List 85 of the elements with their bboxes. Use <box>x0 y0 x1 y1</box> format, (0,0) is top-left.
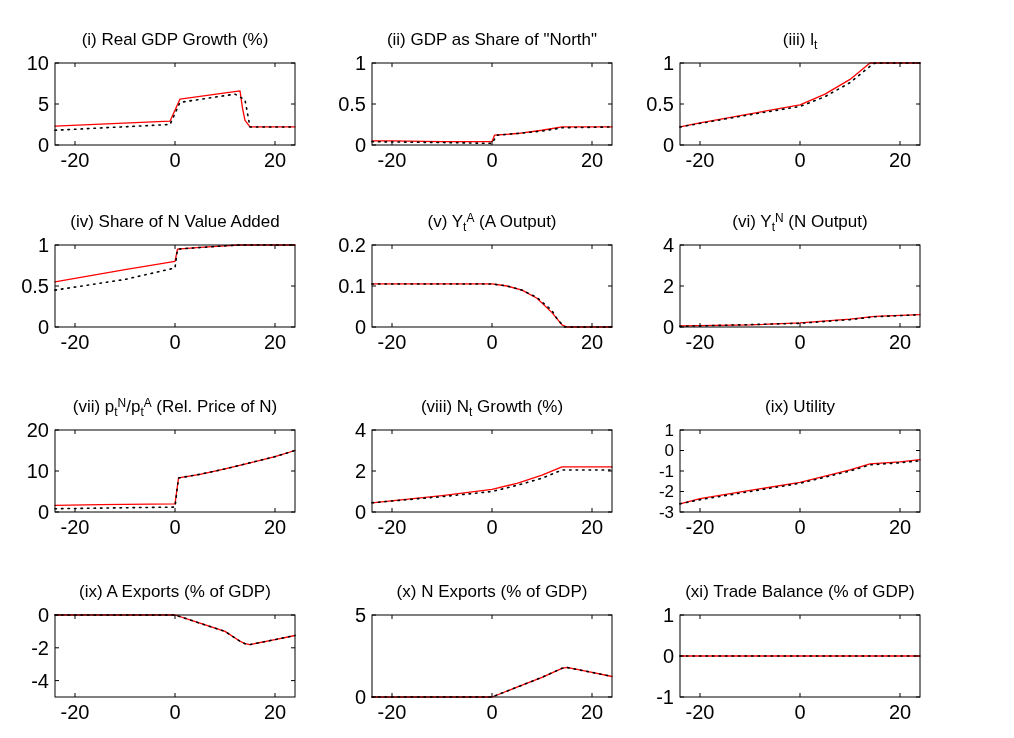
y-tick-label: 1 <box>662 604 674 626</box>
x-tick-label: -20 <box>377 331 407 353</box>
chart-title: (x) N Exports (% of GDP) <box>396 582 588 601</box>
chart-title: (ix) A Exports (% of GDP) <box>79 582 271 601</box>
y-tick-label: 1 <box>662 52 674 74</box>
chart-title: (ix) Utility <box>765 397 836 416</box>
y-tick-label: 0 <box>662 134 674 156</box>
x-tick-label: 0 <box>169 701 181 723</box>
x-tick-label: -20 <box>685 516 715 538</box>
x-tick-label: 0 <box>169 149 181 171</box>
x-tick-label: -20 <box>685 331 715 353</box>
x-tick-label: 0 <box>794 701 806 723</box>
y-tick-label: 0 <box>662 645 674 667</box>
y-tick-label: -2 <box>31 636 49 659</box>
x-tick-label: 20 <box>888 331 912 353</box>
y-tick-label: 4 <box>354 419 366 441</box>
x-tick-label: -20 <box>60 701 90 723</box>
chart-title: (i) Real GDP Growth (%) <box>81 30 269 49</box>
x-tick-label: 20 <box>263 149 287 171</box>
x-tick-label: 0 <box>169 331 181 353</box>
y-tick-label: 0 <box>354 501 366 523</box>
y-tick-label: 5 <box>354 604 366 626</box>
y-tick-label: -3 <box>658 502 674 522</box>
x-tick-label: 20 <box>580 701 604 723</box>
x-tick-label: -20 <box>377 701 407 723</box>
x-tick-label: 0 <box>169 516 181 538</box>
x-tick-label: 0 <box>794 516 806 538</box>
chart-title: (iv) Share of N Value Added <box>70 212 280 231</box>
x-tick-label: -20 <box>60 331 90 353</box>
x-tick-label: 0 <box>486 149 498 171</box>
y-tick-label: 0.5 <box>338 93 366 115</box>
chart-title: (iii) l$_{t}$ <box>782 30 818 53</box>
x-tick-label: 0 <box>486 331 498 353</box>
chart-title: (vi) Y$_{t}$$^{N}$ (N Output) <box>732 210 868 235</box>
x-tick-label: -20 <box>377 149 407 171</box>
x-tick-label: 20 <box>888 516 912 538</box>
y-tick-label: 10 <box>26 460 49 482</box>
y-tick-label: 0 <box>662 316 674 338</box>
y-tick-label: 5 <box>37 93 49 115</box>
y-tick-label: 0.5 <box>646 93 674 115</box>
x-tick-label: 0 <box>486 516 498 538</box>
y-tick-label: 0 <box>37 134 49 156</box>
chart-title: (vii) p$_{t}$$^{N}$/p$_{t}$$^{A}$ (Rel. Price of N) <box>72 395 278 420</box>
y-tick-label: 1 <box>37 234 49 256</box>
x-tick-label: 20 <box>263 331 287 353</box>
y-tick-label: 0.1 <box>338 275 366 297</box>
y-tick-label: -4 <box>31 669 49 692</box>
x-tick-label: 20 <box>580 516 604 538</box>
y-tick-label: 0 <box>354 316 366 338</box>
y-tick-label: 1 <box>354 52 366 74</box>
x-tick-label: 20 <box>263 516 287 538</box>
x-tick-label: 20 <box>888 149 912 171</box>
y-tick-label: 4 <box>662 234 674 256</box>
x-tick-label: -20 <box>60 149 90 171</box>
y-tick-label: 0 <box>354 686 366 708</box>
y-tick-label: 0 <box>354 134 366 156</box>
y-tick-label: 0 <box>37 501 49 523</box>
y-tick-label: -1 <box>656 686 674 708</box>
chart-title: (viii) N$_{t}$ Growth (%) <box>420 397 564 420</box>
y-tick-label: 0.5 <box>21 275 49 297</box>
x-tick-label: -20 <box>685 149 715 171</box>
x-tick-label: 20 <box>580 149 604 171</box>
x-tick-label: 20 <box>888 701 912 723</box>
chart-title: (xi) Trade Balance (% of GDP) <box>685 582 915 601</box>
x-tick-label: 20 <box>580 331 604 353</box>
x-tick-label: -20 <box>377 516 407 538</box>
y-tick-label: 0 <box>664 441 674 461</box>
x-tick-label: -20 <box>60 516 90 538</box>
x-tick-label: 20 <box>263 701 287 723</box>
chart-title: (ii) GDP as Share of "North" <box>386 30 598 49</box>
x-tick-label: 0 <box>794 331 806 353</box>
y-tick-label: 0 <box>37 316 49 338</box>
chart-title: (v) Y$_{t}$$^{A}$ (A Output) <box>427 210 557 235</box>
y-tick-label: 20 <box>26 419 49 441</box>
y-tick-label: 0 <box>37 604 49 626</box>
y-tick-label: -1 <box>658 461 674 481</box>
x-tick-label: 0 <box>486 701 498 723</box>
y-tick-label: 2 <box>662 275 674 297</box>
x-tick-label: 0 <box>794 149 806 171</box>
x-tick-label: -20 <box>685 701 715 723</box>
y-tick-label: 10 <box>26 52 49 74</box>
y-tick-label: 0.2 <box>338 234 366 256</box>
y-tick-label: 1 <box>664 420 674 440</box>
y-tick-label: -2 <box>658 482 674 502</box>
y-tick-label: 2 <box>354 460 366 482</box>
